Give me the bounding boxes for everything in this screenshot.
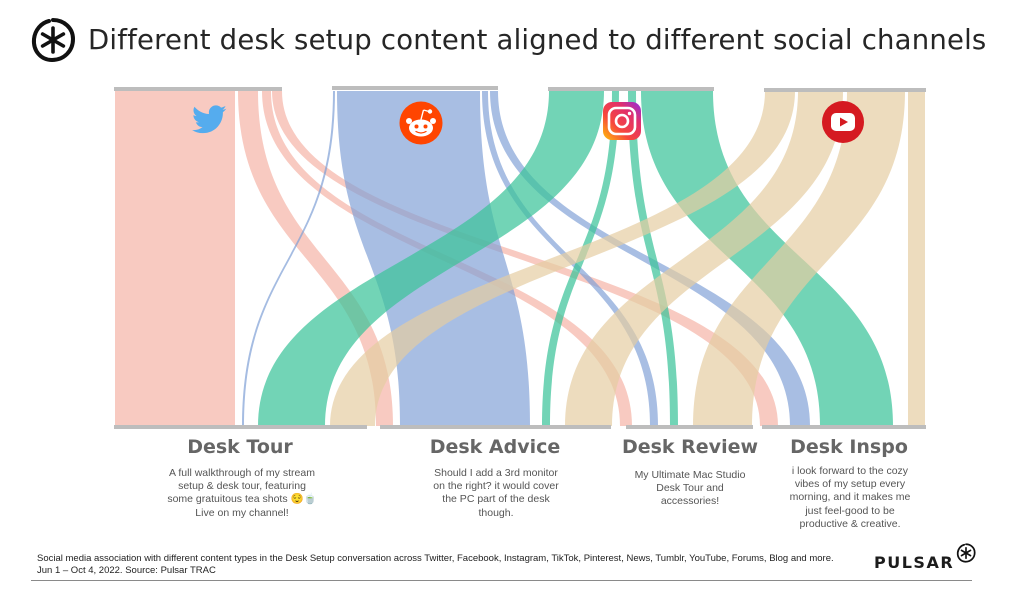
brand-name: PULSAR xyxy=(874,553,955,572)
flow-reddit-desk-tour[interactable] xyxy=(242,91,335,426)
page-title: Different desk setup content aligned to … xyxy=(88,24,987,56)
flow-twitter-desk-inspo[interactable] xyxy=(272,91,778,426)
flow-youtube-desk-advice[interactable] xyxy=(565,91,843,426)
pulsar-logo-icon xyxy=(31,18,76,63)
target-label-desk-inspo: Desk Inspo xyxy=(790,436,908,458)
target-label-desk-tour: Desk Tour xyxy=(187,436,293,458)
flow-twitter-desk-tour[interactable] xyxy=(115,91,235,426)
target-node-bars xyxy=(114,425,926,429)
twitter-bird-icon xyxy=(192,105,227,134)
flow-links xyxy=(115,91,925,426)
node-bar-desk-review xyxy=(626,425,753,429)
target-description-desk-advice: Should I add a 3rd monitor on the right?… xyxy=(433,467,559,519)
instagram-camera-icon xyxy=(603,102,641,140)
flow-instagram-desk-tour[interactable] xyxy=(258,91,604,426)
target-label-desk-advice: Desk Advice xyxy=(429,436,561,458)
target-description-desk-tour: A full walkthrough of my stream setup & … xyxy=(167,467,317,519)
flow-instagram-desk-review[interactable] xyxy=(628,91,678,426)
flow-twitter-desk-advice[interactable] xyxy=(238,91,393,426)
target-description-desk-review: My Ultimate Mac Studio Desk Tour and acc… xyxy=(634,469,746,508)
node-bar-desk-tour xyxy=(114,425,367,429)
youtube-play-icon xyxy=(822,101,864,143)
brand-logo: PULSAR xyxy=(874,543,976,572)
flow-youtube-desk-review[interactable] xyxy=(693,91,905,426)
node-bar-twitter xyxy=(114,87,282,91)
node-bar-reddit xyxy=(332,86,498,90)
node-bar-desk-inspo xyxy=(762,425,926,429)
node-bar-youtube xyxy=(764,88,926,92)
pulsar-asterisk-icon xyxy=(957,543,976,563)
footer-source-note: Social media association with different … xyxy=(37,553,834,576)
node-bar-instagram xyxy=(548,87,714,91)
footer-divider xyxy=(31,580,972,581)
reddit-alien-icon xyxy=(399,101,443,145)
flow-youtube-desk-tour[interactable] xyxy=(330,91,795,426)
source-node-bars xyxy=(114,86,926,92)
target-label-desk-review: Desk Review xyxy=(621,436,759,458)
flow-instagram-desk-inspo[interactable] xyxy=(641,91,893,426)
target-description-desk-inspo: i look forward to the cozy vibes of my s… xyxy=(789,465,911,530)
flow-youtube-desk-inspo[interactable] xyxy=(908,91,925,426)
header: Different desk setup content aligned to … xyxy=(30,14,986,66)
node-bar-desk-advice xyxy=(380,425,611,429)
